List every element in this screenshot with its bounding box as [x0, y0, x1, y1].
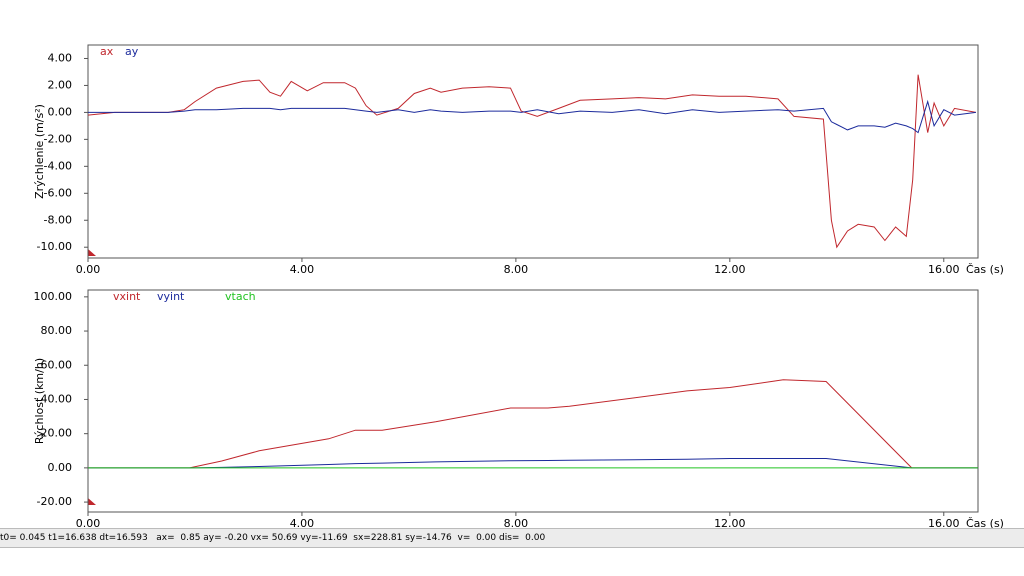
- y-tick-label: 0.00: [48, 461, 73, 474]
- y-axis-label: Zrýchlenie (m/s²): [33, 104, 46, 199]
- plot-frame: [87, 289, 979, 513]
- x-axis-label: Čas (s): [966, 517, 1004, 528]
- x-tick-label: 12.00: [714, 517, 746, 528]
- y-tick-label: 100.00: [34, 290, 73, 303]
- charts: 4.00 2.00 0.00 -2.00 -4.00 -6.00 -8.00 -10.00 0.…: [33, 44, 1004, 528]
- y-tick-label: -2.00: [44, 132, 72, 145]
- y-axis-label: Rýchlosť (km/h): [33, 358, 46, 444]
- x-tick-label: 4.00: [290, 263, 315, 276]
- series-line: [88, 99, 976, 134]
- series-line: [87, 74, 976, 249]
- x-tick-label: 16.00: [928, 263, 960, 276]
- series-line: [88, 458, 978, 469]
- x-tick-label: 0.00: [76, 263, 101, 276]
- y-tick-label: -8.00: [44, 213, 72, 226]
- legend-entry: ax: [100, 45, 114, 58]
- legend-entry: vyint: [157, 290, 185, 303]
- y-tick-label: 20.00: [41, 427, 73, 440]
- y-tick-label: -10.00: [37, 240, 72, 253]
- x-axis-label: Čas (s): [966, 263, 1004, 276]
- y-tick-label: 4.00: [48, 51, 73, 64]
- legend-entry: vxint: [113, 290, 141, 303]
- y-tick-label: 0.00: [48, 105, 73, 118]
- legend-entry: vtach: [225, 290, 256, 303]
- x-tick-label: 16.00: [928, 517, 960, 528]
- y-tick-label: -6.00: [44, 186, 72, 199]
- status-bar: t0= 0.045 t1=16.638 dt=16.593 ax= 0.85 a…: [0, 528, 1024, 548]
- y-tick-label: 2.00: [48, 78, 73, 91]
- x-tick-label: 8.00: [504, 517, 529, 528]
- y-tick-label: -20.00: [37, 495, 72, 508]
- y-tick-label: -4.00: [44, 159, 72, 172]
- y-tick-label: 80.00: [41, 324, 73, 337]
- series-line: [88, 379, 978, 469]
- x-tick-label: 8.00: [504, 263, 529, 276]
- marker: [88, 498, 96, 505]
- plot-frame: [87, 44, 979, 259]
- y-tick-label: 40.00: [41, 392, 73, 405]
- marker: [88, 249, 96, 256]
- x-tick-label: 4.00: [290, 517, 315, 528]
- y-tick-label: 60.00: [41, 358, 73, 371]
- x-tick-label: 0.00: [76, 517, 101, 528]
- x-tick-label: 12.00: [714, 263, 746, 276]
- legend-entry: ay: [125, 45, 139, 58]
